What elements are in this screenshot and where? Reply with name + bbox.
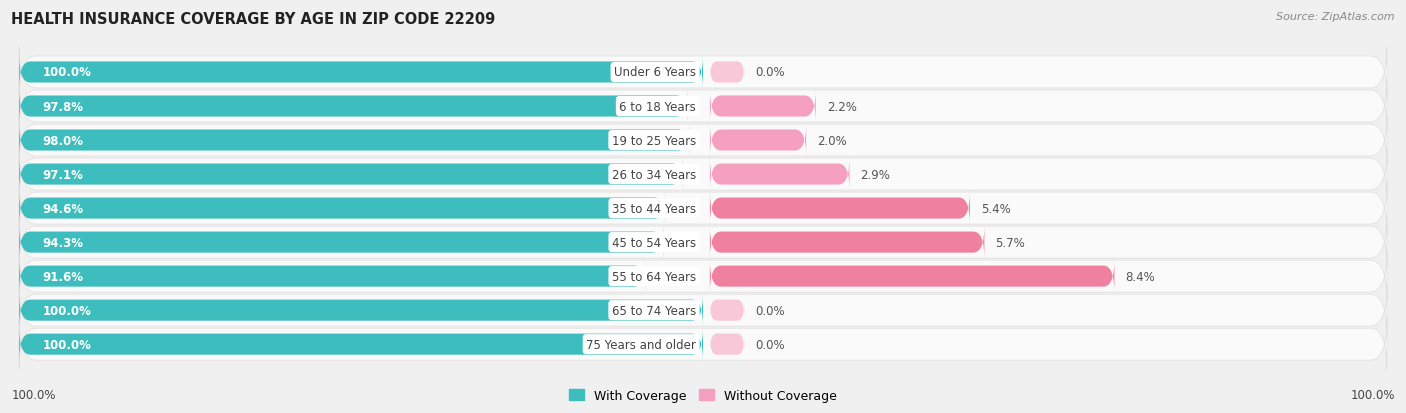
Text: Under 6 Years: Under 6 Years: [614, 66, 696, 79]
Text: 0.0%: 0.0%: [755, 338, 785, 351]
Text: 75 Years and older: 75 Years and older: [586, 338, 696, 351]
FancyBboxPatch shape: [710, 158, 849, 191]
Text: 65 to 74 Years: 65 to 74 Years: [612, 304, 696, 317]
FancyBboxPatch shape: [20, 320, 1386, 369]
Text: 2.9%: 2.9%: [860, 168, 890, 181]
FancyBboxPatch shape: [710, 124, 806, 157]
FancyBboxPatch shape: [20, 158, 683, 191]
Text: HEALTH INSURANCE COVERAGE BY AGE IN ZIP CODE 22209: HEALTH INSURANCE COVERAGE BY AGE IN ZIP …: [11, 12, 495, 27]
Text: 100.0%: 100.0%: [42, 338, 91, 351]
FancyBboxPatch shape: [20, 124, 689, 157]
Text: 6 to 18 Years: 6 to 18 Years: [620, 100, 696, 113]
Text: 19 to 25 Years: 19 to 25 Years: [612, 134, 696, 147]
Text: 5.4%: 5.4%: [981, 202, 1011, 215]
FancyBboxPatch shape: [20, 218, 1386, 267]
Text: 100.0%: 100.0%: [42, 304, 91, 317]
Legend: With Coverage, Without Coverage: With Coverage, Without Coverage: [564, 384, 842, 407]
FancyBboxPatch shape: [20, 252, 1386, 301]
Text: 5.7%: 5.7%: [995, 236, 1025, 249]
FancyBboxPatch shape: [20, 192, 666, 225]
FancyBboxPatch shape: [710, 90, 815, 123]
Text: 26 to 34 Years: 26 to 34 Years: [612, 168, 696, 181]
Text: 100.0%: 100.0%: [1350, 388, 1395, 401]
Text: 100.0%: 100.0%: [42, 66, 91, 79]
Text: 2.0%: 2.0%: [817, 134, 846, 147]
Text: 35 to 44 Years: 35 to 44 Years: [612, 202, 696, 215]
FancyBboxPatch shape: [20, 226, 664, 259]
FancyBboxPatch shape: [710, 192, 970, 225]
FancyBboxPatch shape: [20, 328, 703, 361]
FancyBboxPatch shape: [20, 116, 1386, 166]
FancyBboxPatch shape: [710, 260, 1115, 293]
Text: 98.0%: 98.0%: [42, 134, 83, 147]
FancyBboxPatch shape: [710, 226, 984, 259]
Text: 2.2%: 2.2%: [827, 100, 856, 113]
Text: 100.0%: 100.0%: [11, 388, 56, 401]
Text: 45 to 54 Years: 45 to 54 Years: [612, 236, 696, 249]
FancyBboxPatch shape: [20, 286, 1386, 335]
Text: 97.1%: 97.1%: [42, 168, 83, 181]
Text: 91.6%: 91.6%: [42, 270, 83, 283]
Text: 0.0%: 0.0%: [755, 304, 785, 317]
Text: 94.6%: 94.6%: [42, 202, 83, 215]
Text: 94.3%: 94.3%: [42, 236, 83, 249]
FancyBboxPatch shape: [20, 82, 1386, 131]
FancyBboxPatch shape: [20, 90, 688, 123]
FancyBboxPatch shape: [20, 294, 703, 327]
Text: Source: ZipAtlas.com: Source: ZipAtlas.com: [1277, 12, 1395, 22]
FancyBboxPatch shape: [710, 62, 744, 83]
Text: 8.4%: 8.4%: [1125, 270, 1156, 283]
FancyBboxPatch shape: [20, 184, 1386, 233]
Text: 55 to 64 Years: 55 to 64 Years: [612, 270, 696, 283]
Text: 97.8%: 97.8%: [42, 100, 83, 113]
FancyBboxPatch shape: [710, 334, 744, 355]
Text: 0.0%: 0.0%: [755, 66, 785, 79]
FancyBboxPatch shape: [710, 300, 744, 321]
FancyBboxPatch shape: [20, 56, 703, 90]
FancyBboxPatch shape: [20, 150, 1386, 199]
FancyBboxPatch shape: [20, 260, 645, 293]
FancyBboxPatch shape: [20, 48, 1386, 97]
